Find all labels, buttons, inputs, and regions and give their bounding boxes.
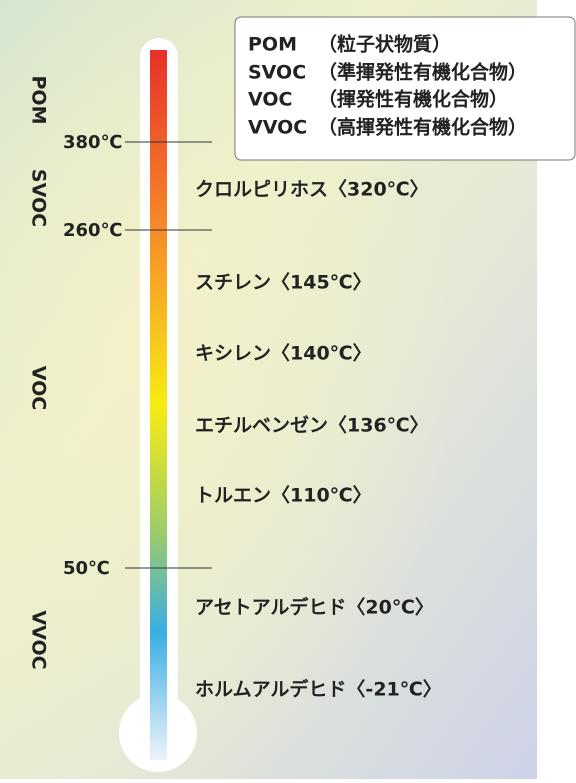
compound-label: トルエン〈110℃〉: [195, 484, 372, 507]
legend-desc: （準揮発性有機化合物）: [318, 61, 527, 84]
compound-label: アセトアルデヒド〈20℃〉: [195, 596, 434, 619]
mercury: [150, 50, 167, 760]
legend-desc: （揮発性有機化合物）: [318, 88, 508, 111]
range-label: VOC: [28, 366, 50, 410]
threshold-label: 50℃: [63, 558, 110, 579]
legend-desc: （粒子状物質）: [318, 33, 451, 56]
threshold-label: 380℃: [63, 132, 122, 153]
compound-label: キシレン〈140℃〉: [195, 342, 372, 365]
legend-abbr: POM: [248, 34, 297, 56]
range-label: VVOC: [28, 610, 50, 669]
threshold-label: 260℃: [63, 220, 122, 241]
compound-label: クロルピリホス〈320℃〉: [195, 178, 429, 201]
legend-abbr: VOC: [248, 89, 292, 111]
legend-box: [234, 16, 576, 161]
range-label: POM: [28, 76, 50, 125]
compound-label: スチレン〈145℃〉: [195, 271, 372, 294]
legend-abbr: VVOC: [248, 117, 307, 139]
compound-label: エチルベンゼン〈136℃〉: [195, 414, 429, 437]
range-label: SVOC: [28, 169, 50, 227]
legend-desc: （高揮発性有機化合物）: [318, 116, 527, 139]
labels: POM （粒子状物質） SVOC （準揮発性有機化合物） VOC （揮発性有機化合物） VV…: [28, 33, 528, 701]
compound-label: ホルムアルデヒド〈-21℃〉: [195, 678, 442, 701]
thermometer: [119, 38, 197, 772]
legend-abbr: SVOC: [248, 62, 306, 84]
